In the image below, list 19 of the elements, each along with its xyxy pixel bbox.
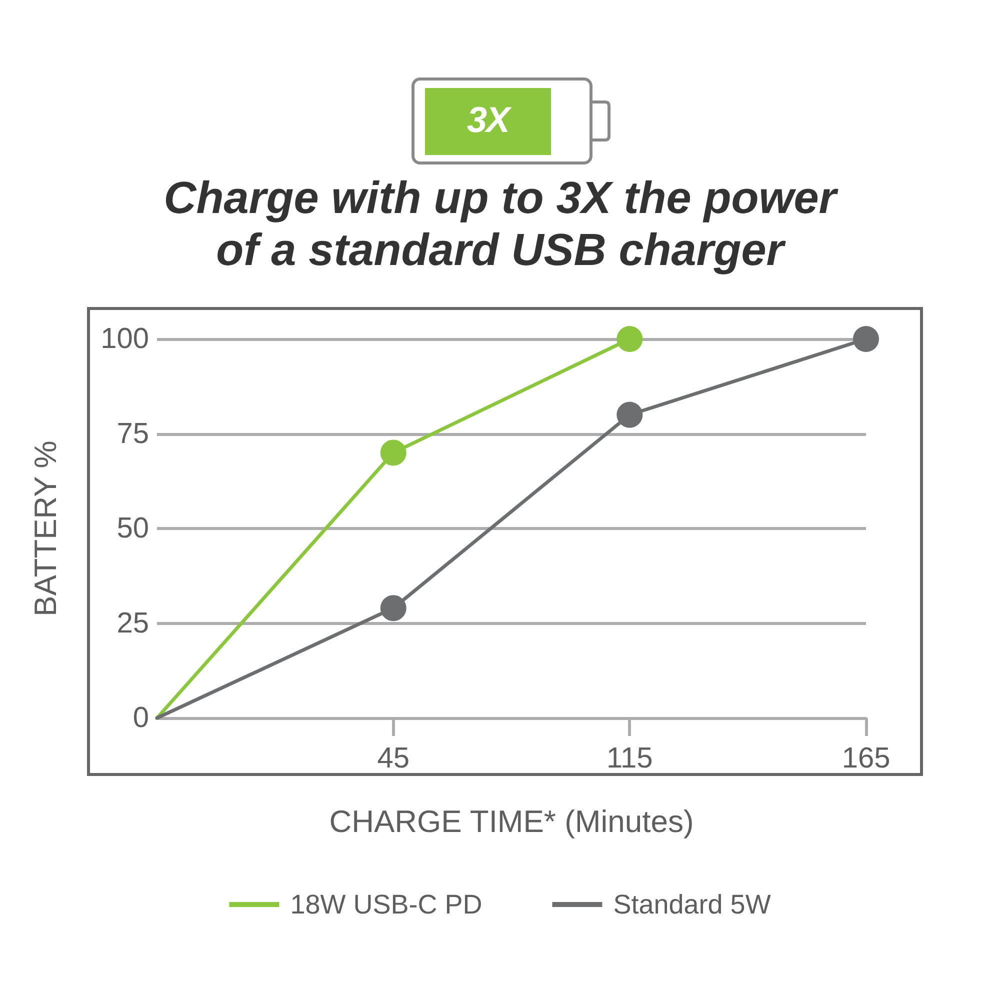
x-tick-label: 115 [606, 742, 653, 774]
y-tick-label: 100 [100, 323, 149, 355]
y-tick-label: 75 [116, 418, 149, 450]
y-tick-label: 0 [132, 702, 149, 734]
x-tick-label: 165 [842, 742, 890, 774]
y-tick-label: 25 [116, 607, 149, 640]
x-axis-title: CHARGE TIME* (Minutes) [329, 804, 694, 839]
point [853, 326, 879, 352]
point [380, 440, 406, 466]
legend-label: Standard 5W [613, 890, 772, 920]
point [616, 402, 643, 428]
point [380, 595, 406, 622]
chart-title: Charge with up to 3X the power of a standard USB charger [162, 172, 840, 276]
legend-label: 18W USB-C PD [290, 890, 482, 920]
y-tick-label: 50 [116, 512, 149, 544]
text: 3X [466, 99, 512, 140]
point [616, 326, 643, 352]
x-tick-label: 45 [377, 742, 410, 774]
y-axis-title: BATTERY % [28, 440, 63, 616]
